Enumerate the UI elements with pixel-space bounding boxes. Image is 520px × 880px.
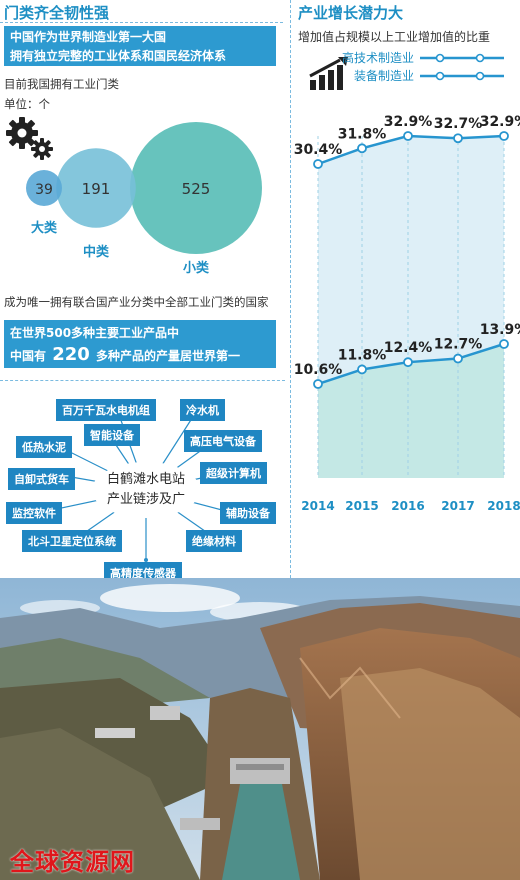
bubble-label-1: 大类: [31, 220, 58, 236]
label-equipment-2016: 32.9%: [384, 114, 433, 130]
right-section-title: 产业增长潜力大: [298, 4, 404, 22]
bubble-2: [56, 148, 136, 228]
legend-label-equipment: 装备制造业: [354, 69, 414, 83]
banner2-prefix: 中国有: [10, 349, 47, 363]
point-equipment-2014: [313, 159, 323, 169]
bubble-label-3: 小类: [183, 260, 210, 276]
hub-item-smart-equipment: 智能设备: [84, 424, 140, 446]
label-high-tech-2017: 12.7%: [434, 337, 483, 353]
growth-chart-icon: [309, 57, 348, 90]
point-high-tech-2017: [453, 353, 463, 364]
product-output-banner: 在世界500多种主要工业产品中 中国有 220 多种产品的产量居世界第一: [4, 320, 276, 368]
growth-line-chart: 10.6%11.8%12.4%12.7%13.9%30.4%31.8%32.9%…: [294, 50, 520, 513]
label-equipment-2018: 32.9%: [480, 114, 520, 130]
industry-chain-hub: 白鹤滩水电站 产业链涉及广 百万千瓦水电机组 冷水机 智能设备 低热水泥 高压电…: [0, 384, 290, 584]
bubble-3: [130, 122, 262, 254]
bubble-label-2: 中类: [83, 244, 110, 260]
hub-item-supercomputer: 超级计算机: [200, 462, 267, 484]
column-divider: [290, 0, 291, 578]
banner1-line2: 拥有独立完整的工业体系和国民经济体系: [10, 49, 227, 63]
x-tick-2017: 2017: [441, 499, 474, 513]
legend-marker-a-equipment: [435, 71, 445, 81]
bubble-value-1: 39: [35, 182, 53, 198]
label-high-tech-2014: 10.6%: [294, 362, 343, 378]
hub-item-monitoring-software: 监控软件: [6, 502, 62, 524]
left-divider: [0, 380, 285, 381]
hub-item-beidou: 北斗卫星定位系统: [22, 530, 122, 552]
point-equipment-2018: [499, 131, 509, 141]
left-section-title: 门类齐全韧性强: [4, 4, 110, 22]
legend-label-high-tech: 高技术制造业: [342, 50, 414, 65]
bubble-1: [26, 170, 62, 206]
label-high-tech-2016: 12.4%: [384, 340, 433, 356]
banner2-number: 220: [52, 344, 90, 365]
hub-item-chiller: 冷水机: [180, 399, 225, 421]
only-country-statement: 成为唯一拥有联合国产业分类中全部工业门类的国家: [4, 295, 269, 309]
banner2-line2: 中国有 220 多种产品的产量居世界第一: [10, 344, 270, 367]
gears-icon: [6, 117, 53, 160]
unit-note: 单位：个: [4, 97, 50, 111]
point-equipment-2015: [357, 143, 367, 154]
point-high-tech-2015: [357, 364, 367, 375]
x-tick-2016: 2016: [391, 499, 424, 513]
point-equipment-2016: [403, 131, 413, 141]
dam-photo: [0, 578, 520, 880]
x-tick-2018: 2018: [487, 499, 520, 513]
legend-marker-a-high-tech: [435, 53, 445, 63]
banner2-suffix: 多种产品的产量居世界第一: [95, 349, 240, 363]
hub-center-line2: 产业链涉及广: [106, 492, 185, 507]
point-high-tech-2014: [313, 379, 323, 389]
industry-system-banner: 中国作为世界制造业第一大国 拥有独立完整的工业体系和国民经济体系: [4, 26, 276, 66]
label-equipment-2017: 32.7%: [434, 116, 483, 132]
label-equipment-2014: 30.4%: [294, 142, 343, 158]
hub-center-line1: 白鹤滩水电站: [106, 472, 185, 487]
category-note: 目前我国拥有工业门类: [4, 77, 119, 91]
hub-item-insulation: 绝缘材料: [186, 530, 242, 552]
bubble-value-3: 525: [182, 180, 211, 198]
hub-item-low-heat-cement: 低热水泥: [16, 436, 72, 458]
category-bubble-chart: 39 大类 191 中类 525 小类: [26, 122, 262, 276]
hub-item-hydro-generator: 百万千瓦水电机组: [56, 399, 156, 421]
label-high-tech-2015: 11.8%: [338, 347, 387, 363]
canyon-landscape-image: [0, 578, 520, 880]
label-equipment-2015: 31.8%: [338, 126, 387, 142]
hub-item-auxiliary-equipment: 辅助设备: [220, 502, 276, 524]
x-tick-2014: 2014: [301, 499, 334, 513]
watermark-text: 全球资源网: [10, 848, 135, 876]
right-subtitle: 增加值占规模以上工业增加值的比重: [298, 30, 491, 44]
left-title-underline: [0, 22, 283, 23]
x-tick-2015: 2015: [345, 499, 378, 513]
hub-item-dump-truck: 自卸式货车: [8, 468, 75, 490]
bubble-value-2: 191: [82, 180, 111, 198]
hub-center-label: 白鹤滩水电站 产业链涉及广: [86, 470, 206, 510]
point-high-tech-2016: [403, 357, 413, 368]
hub-item-hv-electrical: 高压电气设备: [184, 430, 262, 452]
banner1-line1: 中国作为世界制造业第一大国: [10, 30, 167, 44]
legend-marker-b-equipment: [475, 71, 485, 81]
point-high-tech-2018: [499, 339, 509, 349]
banner2-line1: 在世界500多种主要工业产品中: [10, 326, 180, 340]
point-equipment-2017: [453, 133, 463, 144]
label-high-tech-2018: 13.9%: [480, 322, 520, 338]
legend-marker-b-high-tech: [475, 53, 485, 63]
